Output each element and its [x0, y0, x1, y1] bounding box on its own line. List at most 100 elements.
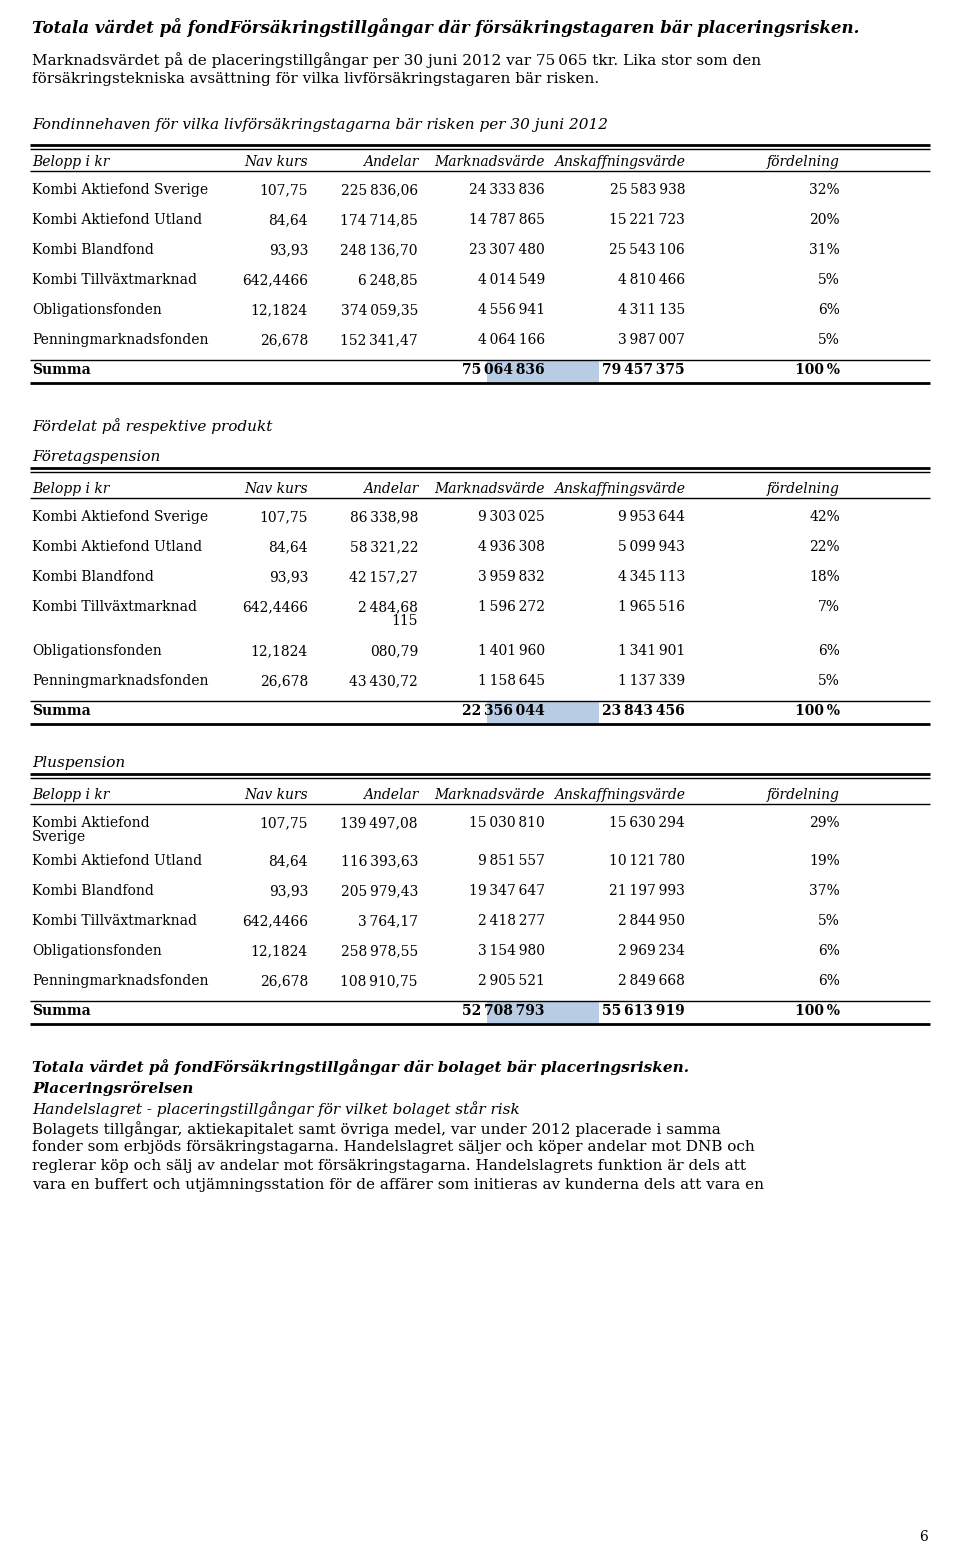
Text: 152 341,47: 152 341,47 — [340, 333, 418, 347]
Text: 100 %: 100 % — [795, 364, 840, 377]
Text: 93,93: 93,93 — [269, 569, 308, 585]
Text: Sverige: Sverige — [32, 831, 86, 845]
Text: 107,75: 107,75 — [259, 815, 308, 831]
Text: 23 307 480: 23 307 480 — [469, 243, 545, 257]
Text: 080,79: 080,79 — [370, 644, 418, 657]
Text: 6%: 6% — [818, 644, 840, 657]
Text: 4 810 466: 4 810 466 — [618, 272, 685, 288]
Text: 4 064 166: 4 064 166 — [478, 333, 545, 347]
Text: 29%: 29% — [809, 815, 840, 831]
Text: Anskaffningsvärde: Anskaffningsvärde — [554, 155, 685, 169]
Text: 22 356 044: 22 356 044 — [463, 704, 545, 718]
Text: Andelar: Andelar — [363, 787, 418, 801]
Text: Kombi Blandfond: Kombi Blandfond — [32, 243, 154, 257]
Text: Marknadsvärde: Marknadsvärde — [435, 787, 545, 801]
Text: vara en buffert och utjämningsstation för de affärer som initieras av kunderna d: vara en buffert och utjämningsstation fö… — [32, 1177, 764, 1193]
Text: 32%: 32% — [809, 183, 840, 196]
Text: Pluspension: Pluspension — [32, 756, 125, 770]
Text: Handelslagret - placeringstillgångar för vilket bolaget står risk: Handelslagret - placeringstillgångar för… — [32, 1101, 519, 1117]
Text: 100 %: 100 % — [795, 1004, 840, 1018]
Text: 205 979,43: 205 979,43 — [341, 883, 418, 897]
Text: Kombi Tillväxtmarknad: Kombi Tillväxtmarknad — [32, 272, 197, 288]
Text: 42 157,27: 42 157,27 — [349, 569, 418, 585]
Text: Kombi Blandfond: Kombi Blandfond — [32, 569, 154, 585]
Text: 1 596 272: 1 596 272 — [478, 600, 545, 614]
Text: 84,64: 84,64 — [269, 854, 308, 868]
Text: 3 959 832: 3 959 832 — [478, 569, 545, 585]
Text: 2 969 234: 2 969 234 — [618, 944, 685, 958]
Text: 2 849 668: 2 849 668 — [618, 975, 685, 989]
Text: 25 583 938: 25 583 938 — [610, 183, 685, 196]
Text: Totala värdet på fondFörsäkringstillgångar där bolaget bär placeringsrisken.: Totala värdet på fondFörsäkringstillgång… — [32, 1060, 689, 1075]
Text: 6%: 6% — [818, 303, 840, 317]
Text: 42%: 42% — [809, 511, 840, 524]
Text: 58 321,22: 58 321,22 — [349, 540, 418, 554]
Bar — [487, 701, 599, 722]
Text: 5 099 943: 5 099 943 — [618, 540, 685, 554]
Text: Kombi Tillväxtmarknad: Kombi Tillväxtmarknad — [32, 600, 197, 614]
Text: 12,1824: 12,1824 — [251, 644, 308, 657]
Text: 79 457 375: 79 457 375 — [602, 364, 685, 377]
Text: 107,75: 107,75 — [259, 183, 308, 196]
Text: Kombi Aktiefond Utland: Kombi Aktiefond Utland — [32, 854, 203, 868]
Text: 258 978,55: 258 978,55 — [341, 944, 418, 958]
Text: 6%: 6% — [818, 975, 840, 989]
Text: 5%: 5% — [818, 674, 840, 688]
Text: 5%: 5% — [818, 333, 840, 347]
Text: 4 345 113: 4 345 113 — [617, 569, 685, 585]
Text: Kombi Aktiefond Utland: Kombi Aktiefond Utland — [32, 540, 203, 554]
Text: 6%: 6% — [818, 944, 840, 958]
Text: 84,64: 84,64 — [269, 540, 308, 554]
Text: Företagspension: Företagspension — [32, 450, 160, 464]
Text: Totala värdet på fondFörsäkringstillgångar där försäkringstagaren bär placerings: Totala värdet på fondFörsäkringstillgång… — [32, 19, 859, 37]
Text: 107,75: 107,75 — [259, 511, 308, 524]
Text: 9 303 025: 9 303 025 — [478, 511, 545, 524]
Text: 1 158 645: 1 158 645 — [478, 674, 545, 688]
Text: Andelar: Andelar — [363, 483, 418, 497]
Text: Belopp i kr: Belopp i kr — [32, 483, 109, 497]
Text: 225 836,06: 225 836,06 — [341, 183, 418, 196]
Text: Summa: Summa — [32, 364, 91, 377]
Text: 642,4466: 642,4466 — [242, 600, 308, 614]
Text: 248 136,70: 248 136,70 — [341, 243, 418, 257]
Text: 10 121 780: 10 121 780 — [609, 854, 685, 868]
Text: 15 030 810: 15 030 810 — [469, 815, 545, 831]
Text: försäkringstekniska avsättning för vilka livförsäkringstagaren bär risken.: försäkringstekniska avsättning för vilka… — [32, 73, 599, 87]
Text: 52 708 793: 52 708 793 — [463, 1004, 545, 1018]
Text: 26,678: 26,678 — [260, 975, 308, 989]
Text: fördelning: fördelning — [767, 787, 840, 801]
Text: Marknadsvärde: Marknadsvärde — [435, 483, 545, 497]
Text: Summa: Summa — [32, 1004, 91, 1018]
Text: 25 543 106: 25 543 106 — [610, 243, 685, 257]
Text: Kombi Aktiefond Sverige: Kombi Aktiefond Sverige — [32, 511, 208, 524]
Text: Marknadsvärde: Marknadsvärde — [435, 155, 545, 169]
Text: 116 393,63: 116 393,63 — [341, 854, 418, 868]
Bar — [487, 1001, 599, 1023]
Text: 1 341 901: 1 341 901 — [617, 644, 685, 657]
Text: 374 059,35: 374 059,35 — [341, 303, 418, 317]
Text: 93,93: 93,93 — [269, 883, 308, 897]
Text: 31%: 31% — [809, 243, 840, 257]
Text: 4 936 308: 4 936 308 — [478, 540, 545, 554]
Text: 3 987 007: 3 987 007 — [618, 333, 685, 347]
Text: 21 197 993: 21 197 993 — [610, 883, 685, 897]
Text: 4 014 549: 4 014 549 — [478, 272, 545, 288]
Text: 2 484,68: 2 484,68 — [358, 600, 418, 614]
Text: 93,93: 93,93 — [269, 243, 308, 257]
Text: 115: 115 — [392, 614, 418, 628]
Text: 7%: 7% — [818, 600, 840, 614]
Bar — [487, 360, 599, 382]
Text: Fondinnehaven för vilka livförsäkringstagarna bär risken per 30 juni 2012: Fondinnehaven för vilka livförsäkringsta… — [32, 118, 608, 131]
Text: 6: 6 — [920, 1530, 928, 1544]
Text: Kombi Tillväxtmarknad: Kombi Tillväxtmarknad — [32, 914, 197, 928]
Text: 19%: 19% — [809, 854, 840, 868]
Text: reglerar köp och sälj av andelar mot försäkringstagarna. Handelslagrets funktion: reglerar köp och sälj av andelar mot för… — [32, 1159, 746, 1173]
Text: 9 851 557: 9 851 557 — [478, 854, 545, 868]
Text: Penningmarknadsfonden: Penningmarknadsfonden — [32, 674, 208, 688]
Text: Belopp i kr: Belopp i kr — [32, 155, 109, 169]
Text: 1 137 339: 1 137 339 — [618, 674, 685, 688]
Text: 4 311 135: 4 311 135 — [617, 303, 685, 317]
Text: Andelar: Andelar — [363, 155, 418, 169]
Text: 2 418 277: 2 418 277 — [478, 914, 545, 928]
Text: Summa: Summa — [32, 704, 91, 718]
